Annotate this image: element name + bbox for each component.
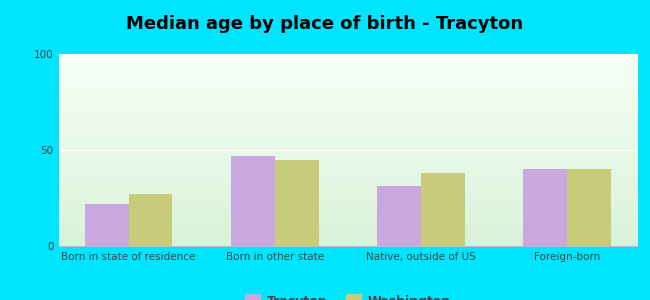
Bar [129, 194, 172, 246]
Bar [231, 156, 275, 246]
Bar [523, 169, 567, 246]
Bar [567, 169, 611, 246]
Bar [275, 160, 318, 246]
Bar [421, 173, 465, 246]
Bar [377, 187, 421, 246]
Bar [84, 204, 129, 246]
Legend: Tracyton, Washington: Tracyton, Washington [240, 289, 455, 300]
Text: Median age by place of birth - Tracyton: Median age by place of birth - Tracyton [127, 15, 523, 33]
